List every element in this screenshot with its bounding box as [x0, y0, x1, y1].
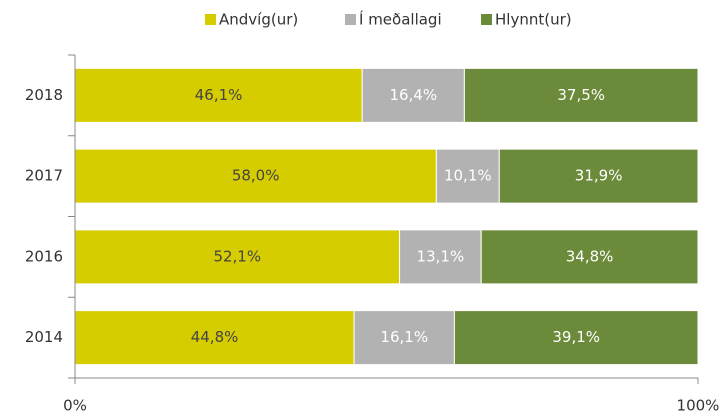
bar-segment: [74, 229, 401, 285]
bar-segment: [361, 67, 465, 123]
bar-segment: [399, 229, 482, 285]
legend-label: Hlynnt(ur): [495, 11, 572, 29]
legend-swatch: [481, 14, 492, 25]
value-label: 52,1%: [213, 247, 261, 265]
bar-segment: [463, 67, 699, 123]
bar-segment: [480, 229, 699, 285]
value-label: 58,0%: [232, 167, 280, 185]
value-label: 34,8%: [566, 247, 614, 265]
bar-segment: [74, 310, 355, 366]
legend-swatch: [205, 14, 216, 25]
bar-segment: [435, 148, 500, 204]
y-tick-label: 2017: [25, 167, 63, 185]
value-label: 31,9%: [575, 167, 623, 185]
value-label: 13,1%: [417, 247, 465, 265]
x-tick-label: 0%: [63, 397, 87, 415]
legend-label: Andvíg(ur): [219, 11, 298, 29]
value-label: 46,1%: [195, 86, 243, 104]
legend-swatch: [345, 14, 356, 25]
bar-segment: [453, 310, 699, 366]
value-label: 37,5%: [557, 86, 605, 104]
bar-segment: [498, 148, 699, 204]
value-label: 16,1%: [380, 328, 428, 346]
legend-label: Í meðallagi: [359, 10, 442, 29]
y-tick-label: 2014: [25, 328, 63, 346]
x-tick-label: 100%: [677, 397, 720, 415]
value-label: 16,4%: [389, 86, 437, 104]
bar-segment: [74, 148, 437, 204]
value-label: 10,1%: [444, 167, 492, 185]
y-tick-label: 2018: [25, 86, 63, 104]
y-tick-label: 2016: [25, 247, 63, 265]
value-label: 39,1%: [552, 328, 600, 346]
bar-segment: [74, 67, 363, 123]
value-label: 44,8%: [191, 328, 239, 346]
